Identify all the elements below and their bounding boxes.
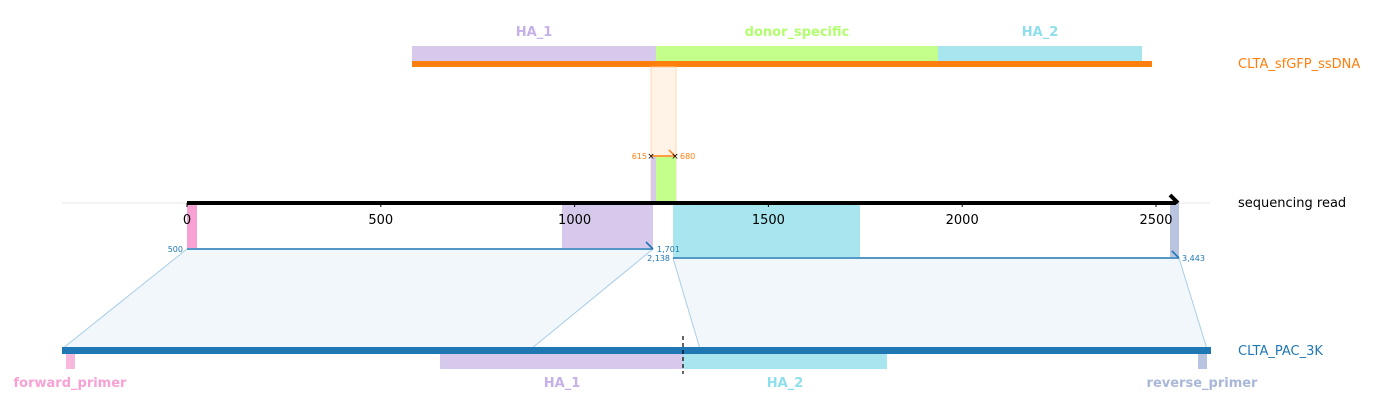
target-feature-forward-primer [66,353,75,369]
read-tick-label: 1500 [752,213,785,228]
read-ticks: 0 500 1000 1500 2000 2500 [183,203,1173,228]
target-bar [62,347,1211,354]
target-alignment-1-band [62,249,653,349]
read-tick-label: 1000 [558,213,591,228]
donor-alignment-arrowhead [668,149,676,157]
target-name: CLTA_PAC_3K [1238,344,1323,359]
donor-feature-label-ha2: HA_2 [1022,25,1059,40]
read-donor-ha1-patch [651,157,656,202]
donor-alignment-end-label: 680 [680,152,695,161]
donor-name: CLTA_sfGFP_ssDNA [1238,57,1360,72]
target-feature-label-reverse-primer: reverse_primer [1147,376,1259,391]
target-feature-ha1 [440,353,683,369]
target-feature-label-forward-primer: forward_primer [14,376,128,391]
target-alignment-1-start-label: 500 [168,245,183,254]
donor-cross-end: × [671,152,679,162]
read-reverse-primer-patch [1170,203,1179,257]
target-feature-label-ha2: HA_2 [767,376,804,391]
donor-feature-label-donor-specific: donor_specific [745,25,850,40]
target-feature-ha2 [683,353,887,369]
target-alignment-2-arrowhead [1171,250,1180,259]
read-tick-label: 0 [183,213,191,228]
read-tick-label: 2000 [946,213,979,228]
donor-feature-ha1 [412,46,656,61]
read-donor-specific-patch [656,157,676,202]
donor-feature-ha2 [938,46,1142,61]
read-arrowhead [1168,193,1180,205]
target-alignment-1-right-edge [530,248,654,350]
target-alignment-1-arrowhead [645,241,654,250]
donor-alignment-start-label: 615 [632,152,647,161]
read-tick-label: 500 [368,213,393,228]
target-alignment-2-start-label: 2,138 [647,254,670,263]
donor-feature-donor-specific [656,46,938,61]
read-tick-label: 2500 [1139,213,1172,228]
read-name: sequencing read [1238,196,1346,211]
donor-feature-label-ha1: HA_1 [516,25,553,40]
read-forward-primer-patch [187,203,197,248]
target-feature-reverse-primer [1198,353,1207,369]
target-alignment-2-left-edge [672,257,701,350]
target-alignment-1-end-label: 1,701 [657,245,680,254]
target-feature-label-ha1: HA_1 [544,376,581,391]
read-ha1-patch [562,203,653,248]
target-alignment-2-right-edge [1178,257,1208,350]
target-alignment-1-left-edge [61,248,188,350]
target-alignment-2-band [673,258,1207,349]
read-ha2-patch [673,203,860,257]
donor-bar [412,61,1152,67]
donor-cross-start: × [647,152,655,162]
target-alignment-2-end-label: 3,443 [1182,254,1205,263]
